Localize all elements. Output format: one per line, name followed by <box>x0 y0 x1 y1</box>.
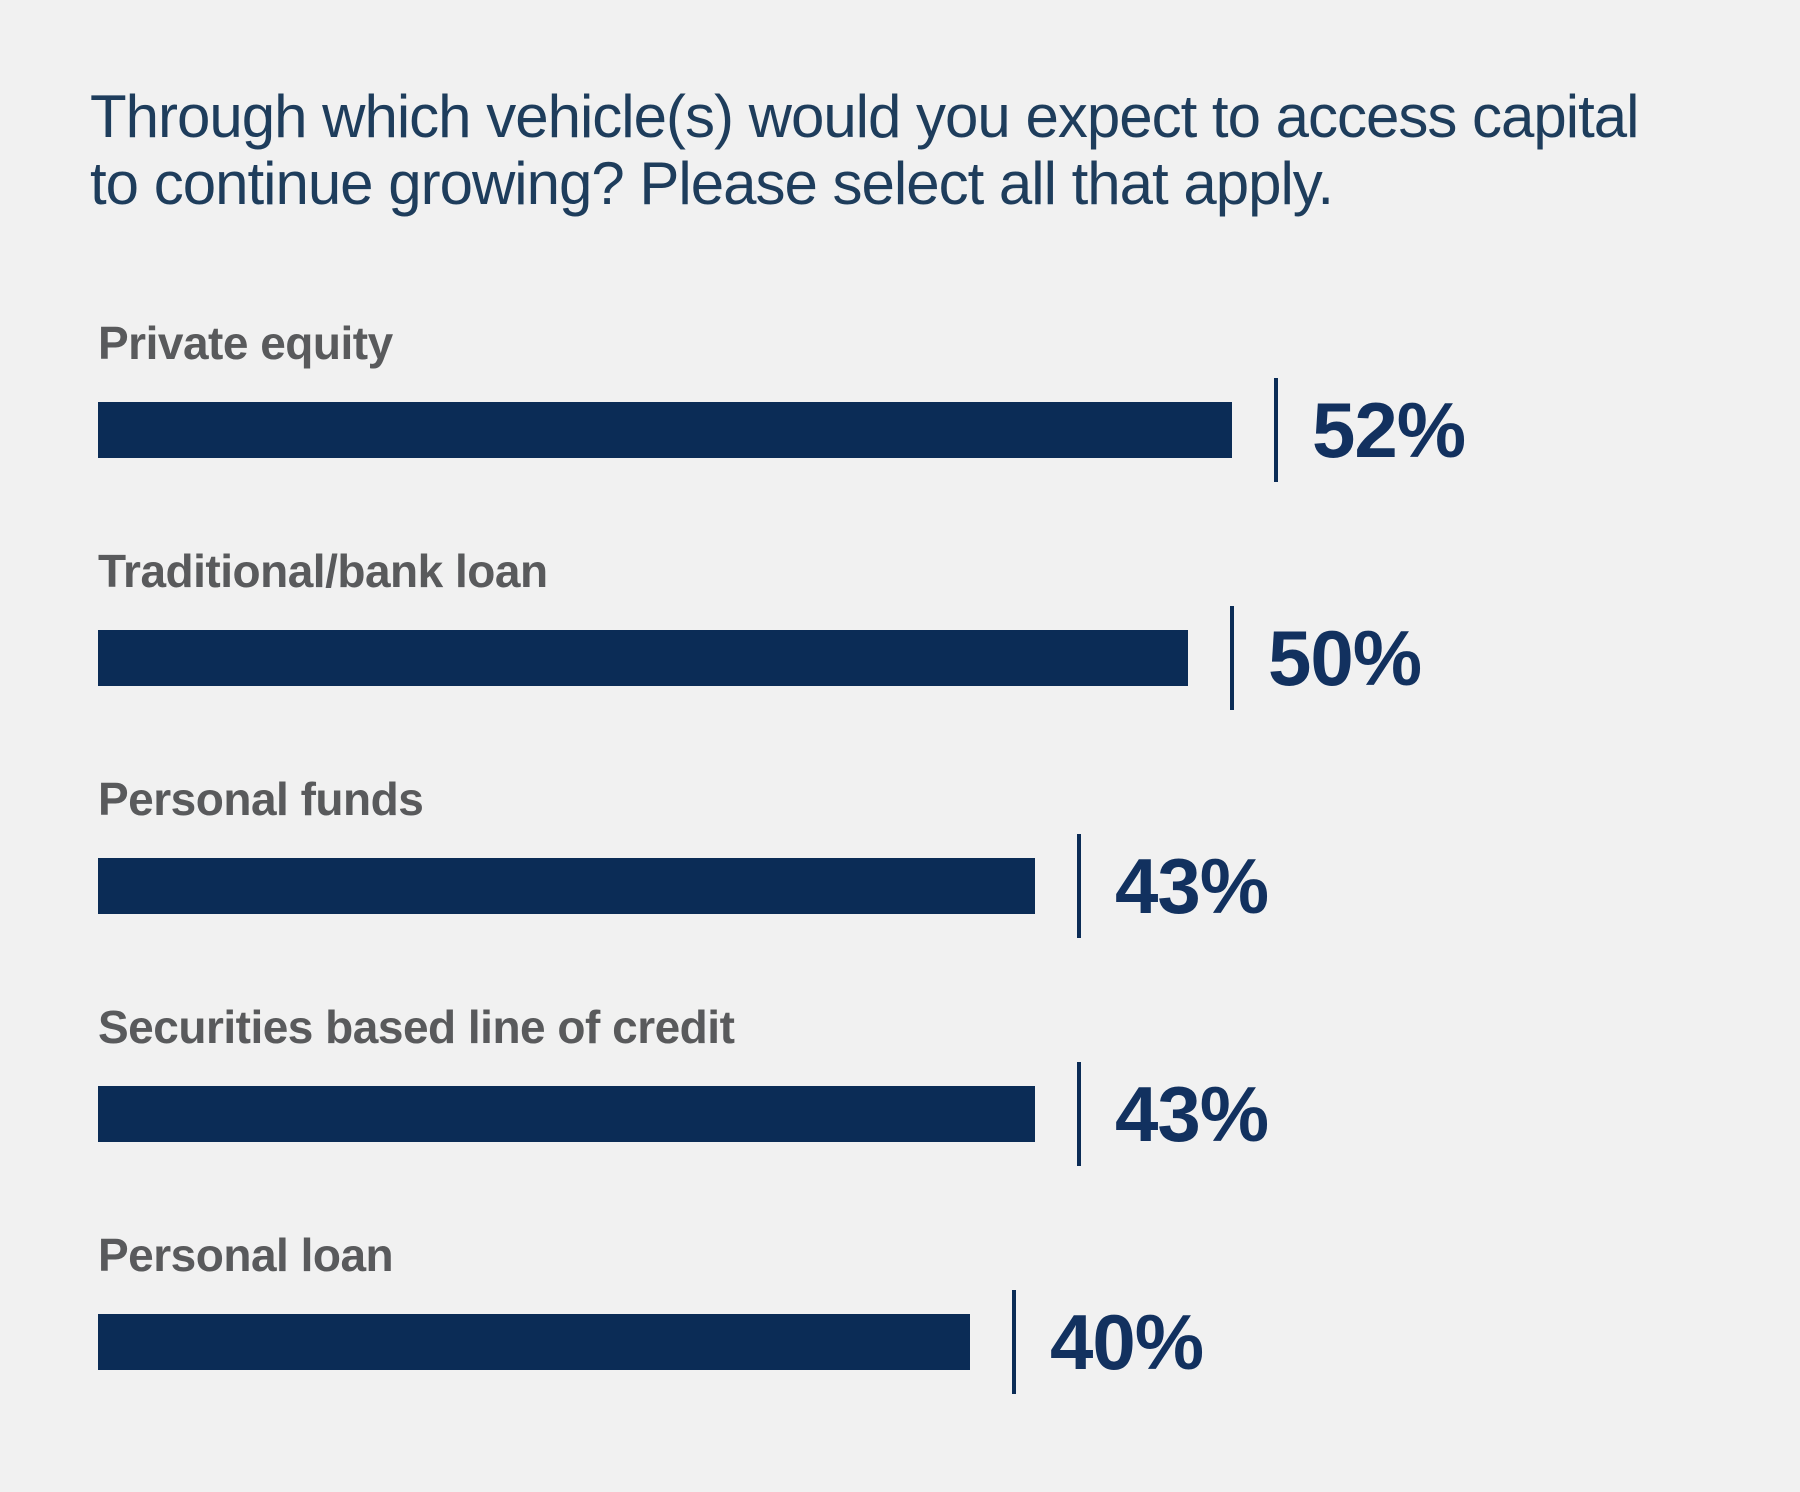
bar-row-traditional-bank-loan: Traditional/bank loan 50% <box>98 545 1740 710</box>
bar <box>98 402 1232 458</box>
chart-title-line-2: to continue growing? Please select all t… <box>90 150 1334 217</box>
chart-title-line-1: Through which vehicle(s) would you expec… <box>90 83 1639 150</box>
bar <box>98 630 1188 686</box>
bar <box>98 1314 970 1370</box>
bar <box>98 1086 1035 1142</box>
value-label: 40% <box>1050 1298 1204 1386</box>
bar-line: 52% <box>98 378 1740 482</box>
value-label: 43% <box>1115 842 1269 930</box>
category-label: Traditional/bank loan <box>98 545 548 597</box>
bar-line: 50% <box>98 606 1740 710</box>
chart-title: Through which vehicle(s) would you expec… <box>90 83 1740 217</box>
bar-end-tick <box>1077 1062 1081 1166</box>
category-label: Personal loan <box>98 1229 394 1281</box>
category-label: Private equity <box>98 317 393 369</box>
bar-row-personal-funds: Personal funds 43% <box>98 773 1740 938</box>
bar-line: 43% <box>98 1062 1740 1166</box>
bar-row-personal-loan: Personal loan 40% <box>98 1229 1740 1394</box>
bar-end-tick <box>1012 1290 1016 1394</box>
value-label: 52% <box>1312 386 1466 474</box>
bar-row-securities-based-line-of-credit: Securities based line of credit 43% <box>98 1001 1740 1166</box>
bar-chart: Private equity 52% Traditional/bank loan… <box>90 317 1740 1394</box>
value-label: 43% <box>1115 1070 1269 1158</box>
bar-line: 40% <box>98 1290 1740 1394</box>
bar-end-tick <box>1077 834 1081 938</box>
bar-end-tick <box>1274 378 1278 482</box>
bar-end-tick <box>1230 606 1234 710</box>
category-label: Securities based line of credit <box>98 1001 735 1053</box>
bar-row-private-equity: Private equity 52% <box>98 317 1740 482</box>
category-label: Personal funds <box>98 773 424 825</box>
bar <box>98 858 1035 914</box>
value-label: 50% <box>1268 614 1422 702</box>
bar-line: 43% <box>98 834 1740 938</box>
